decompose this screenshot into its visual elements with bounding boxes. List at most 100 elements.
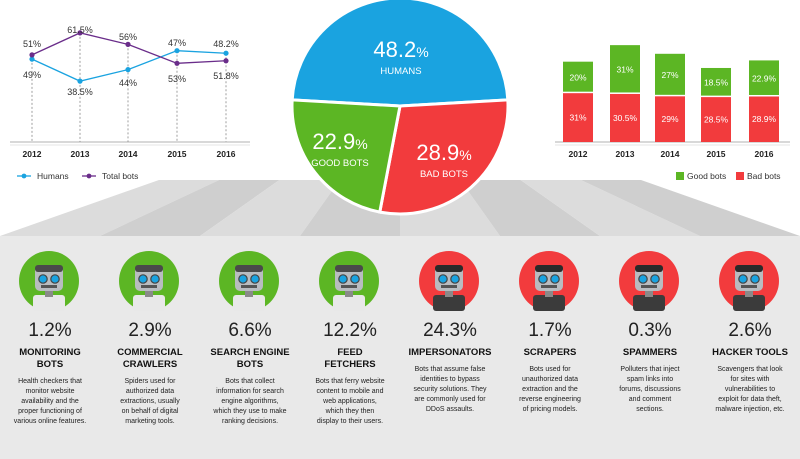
bot-type-percentage: 1.7% [528, 320, 572, 341]
bot-type-description-line: marketing tools. [125, 418, 175, 425]
line-point [174, 48, 180, 54]
bot-type-description-line: spam links into [626, 376, 674, 383]
bot-type-card: 2.9% COMMERCIAL CRAWLERS Spiders used for au… [100, 236, 200, 459]
bot-type-card: 12.2% FEED FETCHERS Bots that ferry website… [300, 236, 400, 459]
bot-type-description-line: Scavengers that look [717, 366, 783, 373]
humans-data-label: 49% [23, 70, 41, 80]
bot-type-name-line: IMPERSONATORS [408, 347, 492, 358]
bot-type-name-line: SPAMMERS [622, 347, 678, 358]
good-bots-bar [701, 67, 731, 96]
line-point [223, 50, 229, 56]
pie-bad-bots-value: 28.9% [416, 140, 471, 165]
search-engine-bot-icon [219, 251, 279, 311]
bar-chart-tick-label: 2014 [661, 149, 680, 159]
bad-bots-data-label: 28.9% [752, 114, 777, 124]
good-bots-data-label: 27% [661, 70, 678, 80]
bot-type-description-line: engine algorithms, [221, 398, 279, 405]
bot-type-name-line: BOTS [236, 359, 264, 370]
bot-type-name: SCRAPERS [500, 347, 600, 359]
bot-type-description-line: DDoS assaults. [425, 406, 475, 413]
bar-chart-tick-label: 2015 [707, 149, 726, 159]
bot-type-description-line: Bots used for [529, 366, 571, 373]
bad-bots-data-label: 28.5% [704, 115, 729, 125]
bot-type-description-line: Bots that ferry website [315, 378, 385, 385]
bot-type-name-line: SCRAPERS [523, 347, 577, 358]
total-bots-data-label: 51% [23, 39, 41, 49]
bot-type-description-line: unauthorized data [521, 376, 579, 383]
bar-chart-tick-label: 2012 [569, 149, 588, 159]
bot-type-name: HACKER TOOLS [700, 347, 800, 359]
bot-type-description-line: various online features. [13, 418, 87, 425]
bot-type-description-line: web applications, [323, 398, 377, 405]
legend-humans-label: Humans [37, 171, 69, 181]
bot-type-description-line: on behalf of digital [121, 408, 179, 415]
humans-data-label: 53% [168, 74, 186, 84]
bot-type-description-line: Polluters that inject [620, 366, 680, 373]
bot-type-description-line: availability and the [21, 398, 79, 405]
bot-type-percentage: 0.3% [628, 320, 672, 341]
bot-type-description-line: authorized data [125, 388, 175, 395]
bad-bots-data-label: 29% [661, 114, 678, 124]
bot-type-description-line: and comment [628, 396, 672, 403]
bot-type-description-line: display to their users. [316, 418, 384, 425]
line-point [174, 60, 180, 66]
bot-type-name: SEARCH ENGINE BOTS [200, 347, 300, 371]
line-chart: 49% 38.5% 44% 53% 51.8% 51% 61.5% 56% 47% 48.2% 20… [10, 25, 250, 181]
total-bots-data-label: 47% [168, 38, 186, 48]
line-point [125, 41, 131, 48]
good-bots-data-label: 22.9% [752, 73, 777, 83]
good-bots-data-label: 20% [569, 72, 586, 82]
bot-type-description: Health checkers that monitor website avail… [3, 377, 97, 427]
bot-type-description: Bots used for unauthorized data extraction… [503, 365, 597, 415]
commercial-crawler-icon [119, 251, 179, 311]
bot-type-card: 0.3% SPAMMERS Polluters that inject spam li… [600, 236, 700, 459]
bot-type-name-line: FEED [337, 347, 363, 358]
bar-chart-tick-label: 2013 [616, 149, 635, 159]
pie-good-bots-value: 22.9% [312, 129, 367, 154]
total-bots-data-label: 61.5% [67, 25, 93, 35]
bot-type-description: Bots that ferry website content to mobile… [303, 377, 397, 427]
bot-type-description-line: identities to bypass [420, 376, 480, 383]
bar-chart: 31% 20% 2012 30.5% 31% 2013 29% 27% 2014 28.5% 18.… [555, 45, 790, 181]
pie-humans-label: HUMANS [380, 66, 421, 77]
bot-type-description-line: which they use to make [213, 408, 287, 415]
legend-humans-dot [21, 173, 27, 179]
bot-type-name-line: MONITORING [19, 347, 81, 358]
good-bots-bar [563, 61, 593, 92]
scraper-icon [519, 251, 579, 311]
humans-data-label: 44% [119, 78, 137, 88]
good-bots-bar [749, 60, 779, 95]
pie-bad-bots-label: BAD BOTS [420, 169, 468, 180]
bot-type-card: 1.2% MONITORING BOTS Health checkers that mo… [0, 236, 100, 459]
legend-bad-bots-label: Bad bots [747, 171, 781, 181]
bot-type-name: COMMERCIAL CRAWLERS [100, 347, 200, 371]
line-point [223, 58, 229, 64]
bot-type-description-line: Health checkers that [18, 378, 82, 385]
line-point [77, 30, 83, 36]
bot-type-name-line: BOTS [36, 359, 64, 370]
pie-humans-value: 48.2% [373, 37, 428, 62]
bot-type-description-line: information for search [216, 388, 284, 395]
line-chart-tick-label: 2016 [217, 149, 236, 159]
bot-type-name: MONITORING BOTS [0, 347, 100, 371]
bot-type-percentage: 2.9% [128, 320, 172, 341]
bot-type-description-line: forums, discussions [619, 386, 681, 393]
bot-type-description-line: exploit for data theft, [718, 396, 782, 403]
humans-data-label: 38.5% [67, 87, 93, 97]
bot-type-name-line: COMMERCIAL [117, 347, 183, 358]
legend-good-bots-label: Good bots [687, 171, 726, 181]
bot-type-description: Polluters that inject spam links into foru… [603, 365, 697, 415]
line-chart-tick-label: 2014 [119, 149, 138, 159]
bot-type-card: 24.3% IMPERSONATORS Bots that assume false… [400, 236, 500, 459]
impersonator-icon [419, 251, 479, 311]
bot-type-description-line: content to mobile and [316, 388, 384, 395]
bad-bots-bar [563, 93, 593, 142]
line-point [29, 56, 35, 62]
bad-bots-bar [749, 96, 779, 142]
bot-type-description-line: sections. [636, 406, 664, 413]
bot-type-name: FEED FETCHERS [300, 347, 400, 371]
bot-type-name: IMPERSONATORS [400, 347, 500, 359]
bot-type-description: Bots that assume false identities to bypa… [403, 365, 497, 415]
good-bots-bar [610, 45, 640, 93]
